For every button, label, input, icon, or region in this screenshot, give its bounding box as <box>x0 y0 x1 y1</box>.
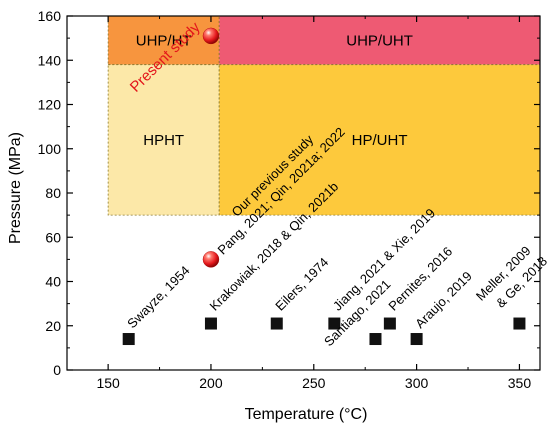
x-tick-label: 150 <box>96 375 120 391</box>
point-square-araujo-2019 <box>410 333 423 346</box>
x-tick-label: 350 <box>508 375 532 391</box>
point-square-krakowiak-2018-qin-2021b <box>204 317 217 330</box>
y-tick-label: 100 <box>38 141 62 157</box>
region-label-hpht: HPHT <box>143 132 184 149</box>
point-square-santiago-2021 <box>369 333 382 346</box>
point-label-swayze-1954: Swayze, 1954 <box>124 263 192 331</box>
y-tick-label: 40 <box>45 274 61 290</box>
region-label-hp-uht: HP/UHT <box>352 132 408 149</box>
x-tick-label: 300 <box>405 375 429 391</box>
y-axis-title: Pressure (MPa) <box>7 132 24 244</box>
point-sphere-present-study <box>202 27 220 45</box>
point-sphere-our-previous-study <box>202 251 220 268</box>
marks-layer <box>122 27 526 346</box>
y-tick-label: 80 <box>45 185 61 201</box>
y-tick-label: 120 <box>38 97 62 113</box>
point-square-jiang-2021-xie-2019 <box>328 317 341 330</box>
y-tick-label: 60 <box>45 229 61 245</box>
region-label-uhp-ht: UHP/HT <box>136 32 192 49</box>
region-hpht <box>107 64 220 216</box>
y-tick-label: 140 <box>38 52 62 68</box>
region-hp-uht <box>218 64 541 216</box>
region-label-uhp-uht: UHP/UHT <box>346 32 413 49</box>
x-tick-label: 250 <box>302 375 326 391</box>
y-tick-label: 0 <box>53 362 61 378</box>
y-tick-label: 160 <box>38 8 62 24</box>
point-square-pernites-2016 <box>383 317 396 330</box>
x-tick-label: 200 <box>199 375 223 391</box>
region-uhp-ht <box>107 15 220 66</box>
x-axis-title: Temperature (°C) <box>245 406 368 423</box>
point-square-eilers-1974 <box>270 317 283 330</box>
regions-layer: UHP/HT UHP/UHT HPHT HP/UHT <box>107 15 541 216</box>
y-tick-label: 20 <box>45 318 61 334</box>
point-label-eilers-1974: Eilers, 1974 <box>272 255 331 314</box>
point-square-swayze-1954 <box>122 333 135 346</box>
region-uhp-uht <box>218 15 541 66</box>
ticks-layer: 150 200 250 300 350 0 20 40 60 80 100 120 140 160 <box>38 8 540 391</box>
point-label-jiang-2021-xie-2019: Jiang, 2021 & Xie, 2019 <box>330 205 438 313</box>
point-square-meller-2009 <box>513 317 526 330</box>
